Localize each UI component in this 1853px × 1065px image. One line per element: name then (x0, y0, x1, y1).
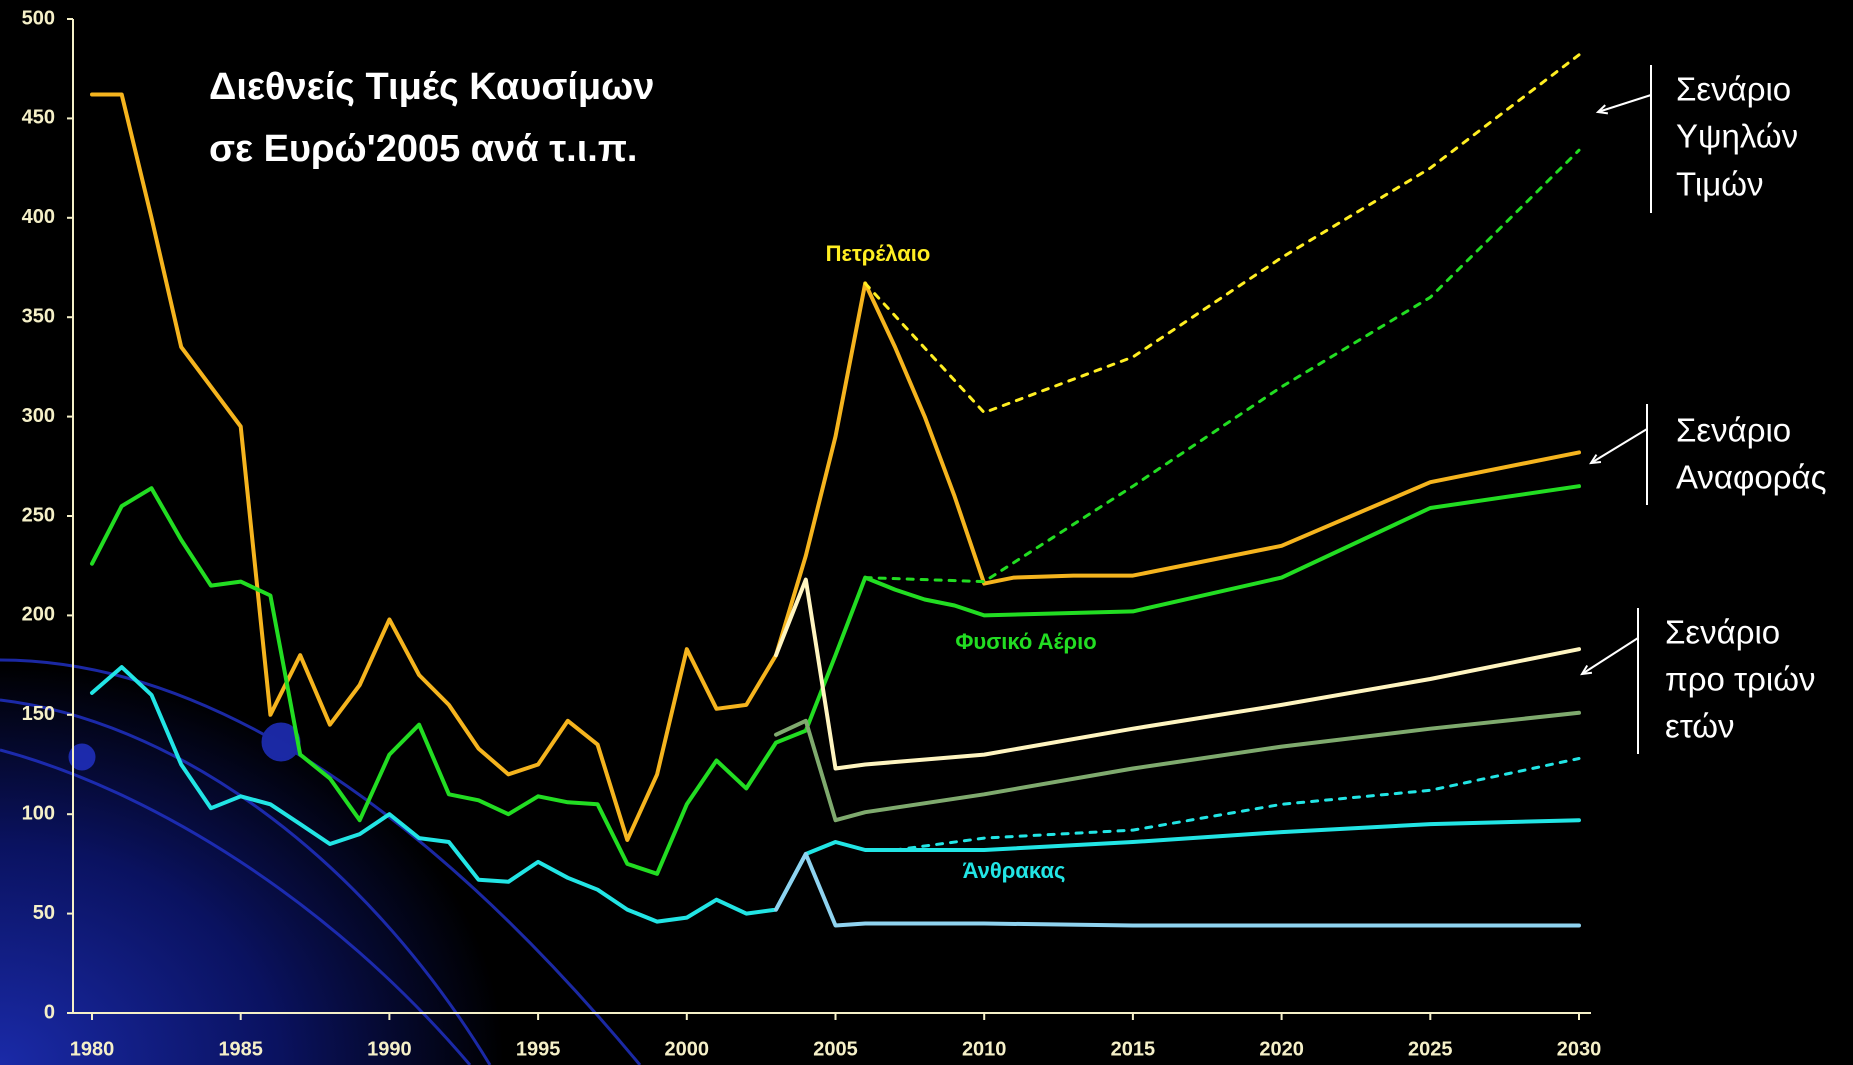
series-line (863, 148, 1581, 584)
annotation-arrow (1581, 637, 1639, 675)
chart-title: Διεθνείς Τιμές Καυσίμων (209, 66, 654, 108)
annotation: προ τριών (1665, 661, 1815, 698)
annotation: Υψηλών (1676, 118, 1798, 155)
annotation-arrow (1590, 428, 1648, 464)
y-tick-label: 400 (22, 206, 55, 228)
x-tick-label: 2030 (1557, 1038, 1602, 1060)
series-line (893, 757, 1581, 852)
series-line (90, 665, 1581, 924)
x-tick-label: 1995 (516, 1038, 561, 1060)
series-line (774, 577, 1581, 771)
annotation-arrow (1597, 94, 1652, 113)
annotation-arrowhead (1595, 104, 1609, 115)
x-tick-label: 2010 (962, 1038, 1007, 1060)
x-tick-label: 2020 (1259, 1038, 1304, 1060)
series-line (90, 484, 1581, 876)
x-tick-label: 1990 (367, 1038, 412, 1060)
y-tick-label: 50 (33, 902, 55, 924)
annotation: Τιμών (1676, 166, 1764, 203)
y-tick-label: 0 (44, 1001, 55, 1023)
y-tick-label: 250 (22, 504, 55, 526)
y-tick-label: 100 (22, 802, 55, 824)
x-tick-label: 1985 (218, 1038, 263, 1060)
series-label: Άνθρακας (963, 858, 1066, 883)
x-tick-label: 2025 (1408, 1038, 1453, 1060)
series-line (774, 852, 1581, 928)
background-glow (0, 620, 560, 1065)
y-tick-label: 300 (22, 405, 55, 427)
annotation-arrowhead (1580, 664, 1593, 676)
y-tick-label: 350 (22, 305, 55, 327)
series-label: Πετρέλαιο (826, 241, 931, 266)
annotation: Σενάριο (1676, 71, 1791, 108)
x-tick-label: 2015 (1111, 1038, 1156, 1060)
x-tick-label: 2000 (665, 1038, 710, 1060)
x-tick-label: 2005 (813, 1038, 858, 1060)
series-line (774, 710, 1581, 823)
annotation: Αναφοράς (1676, 459, 1827, 496)
annotation: ετών (1665, 708, 1735, 745)
y-tick-label: 500 (22, 7, 55, 29)
annotation: Σενάριο (1665, 614, 1780, 651)
x-tick-label: 1980 (70, 1038, 115, 1060)
y-tick-label: 450 (22, 107, 55, 129)
series-line (90, 92, 1581, 842)
series-line (863, 53, 1581, 415)
y-tick-label: 150 (22, 703, 55, 725)
annotation: Σενάριο (1676, 412, 1791, 449)
series-label: Φυσικό Αέριο (955, 629, 1096, 654)
chart-title: σε Ευρώ'2005 ανά τ.ι.π. (209, 128, 637, 170)
annotation-arrowhead (1589, 454, 1602, 465)
y-tick-label: 200 (22, 604, 55, 626)
